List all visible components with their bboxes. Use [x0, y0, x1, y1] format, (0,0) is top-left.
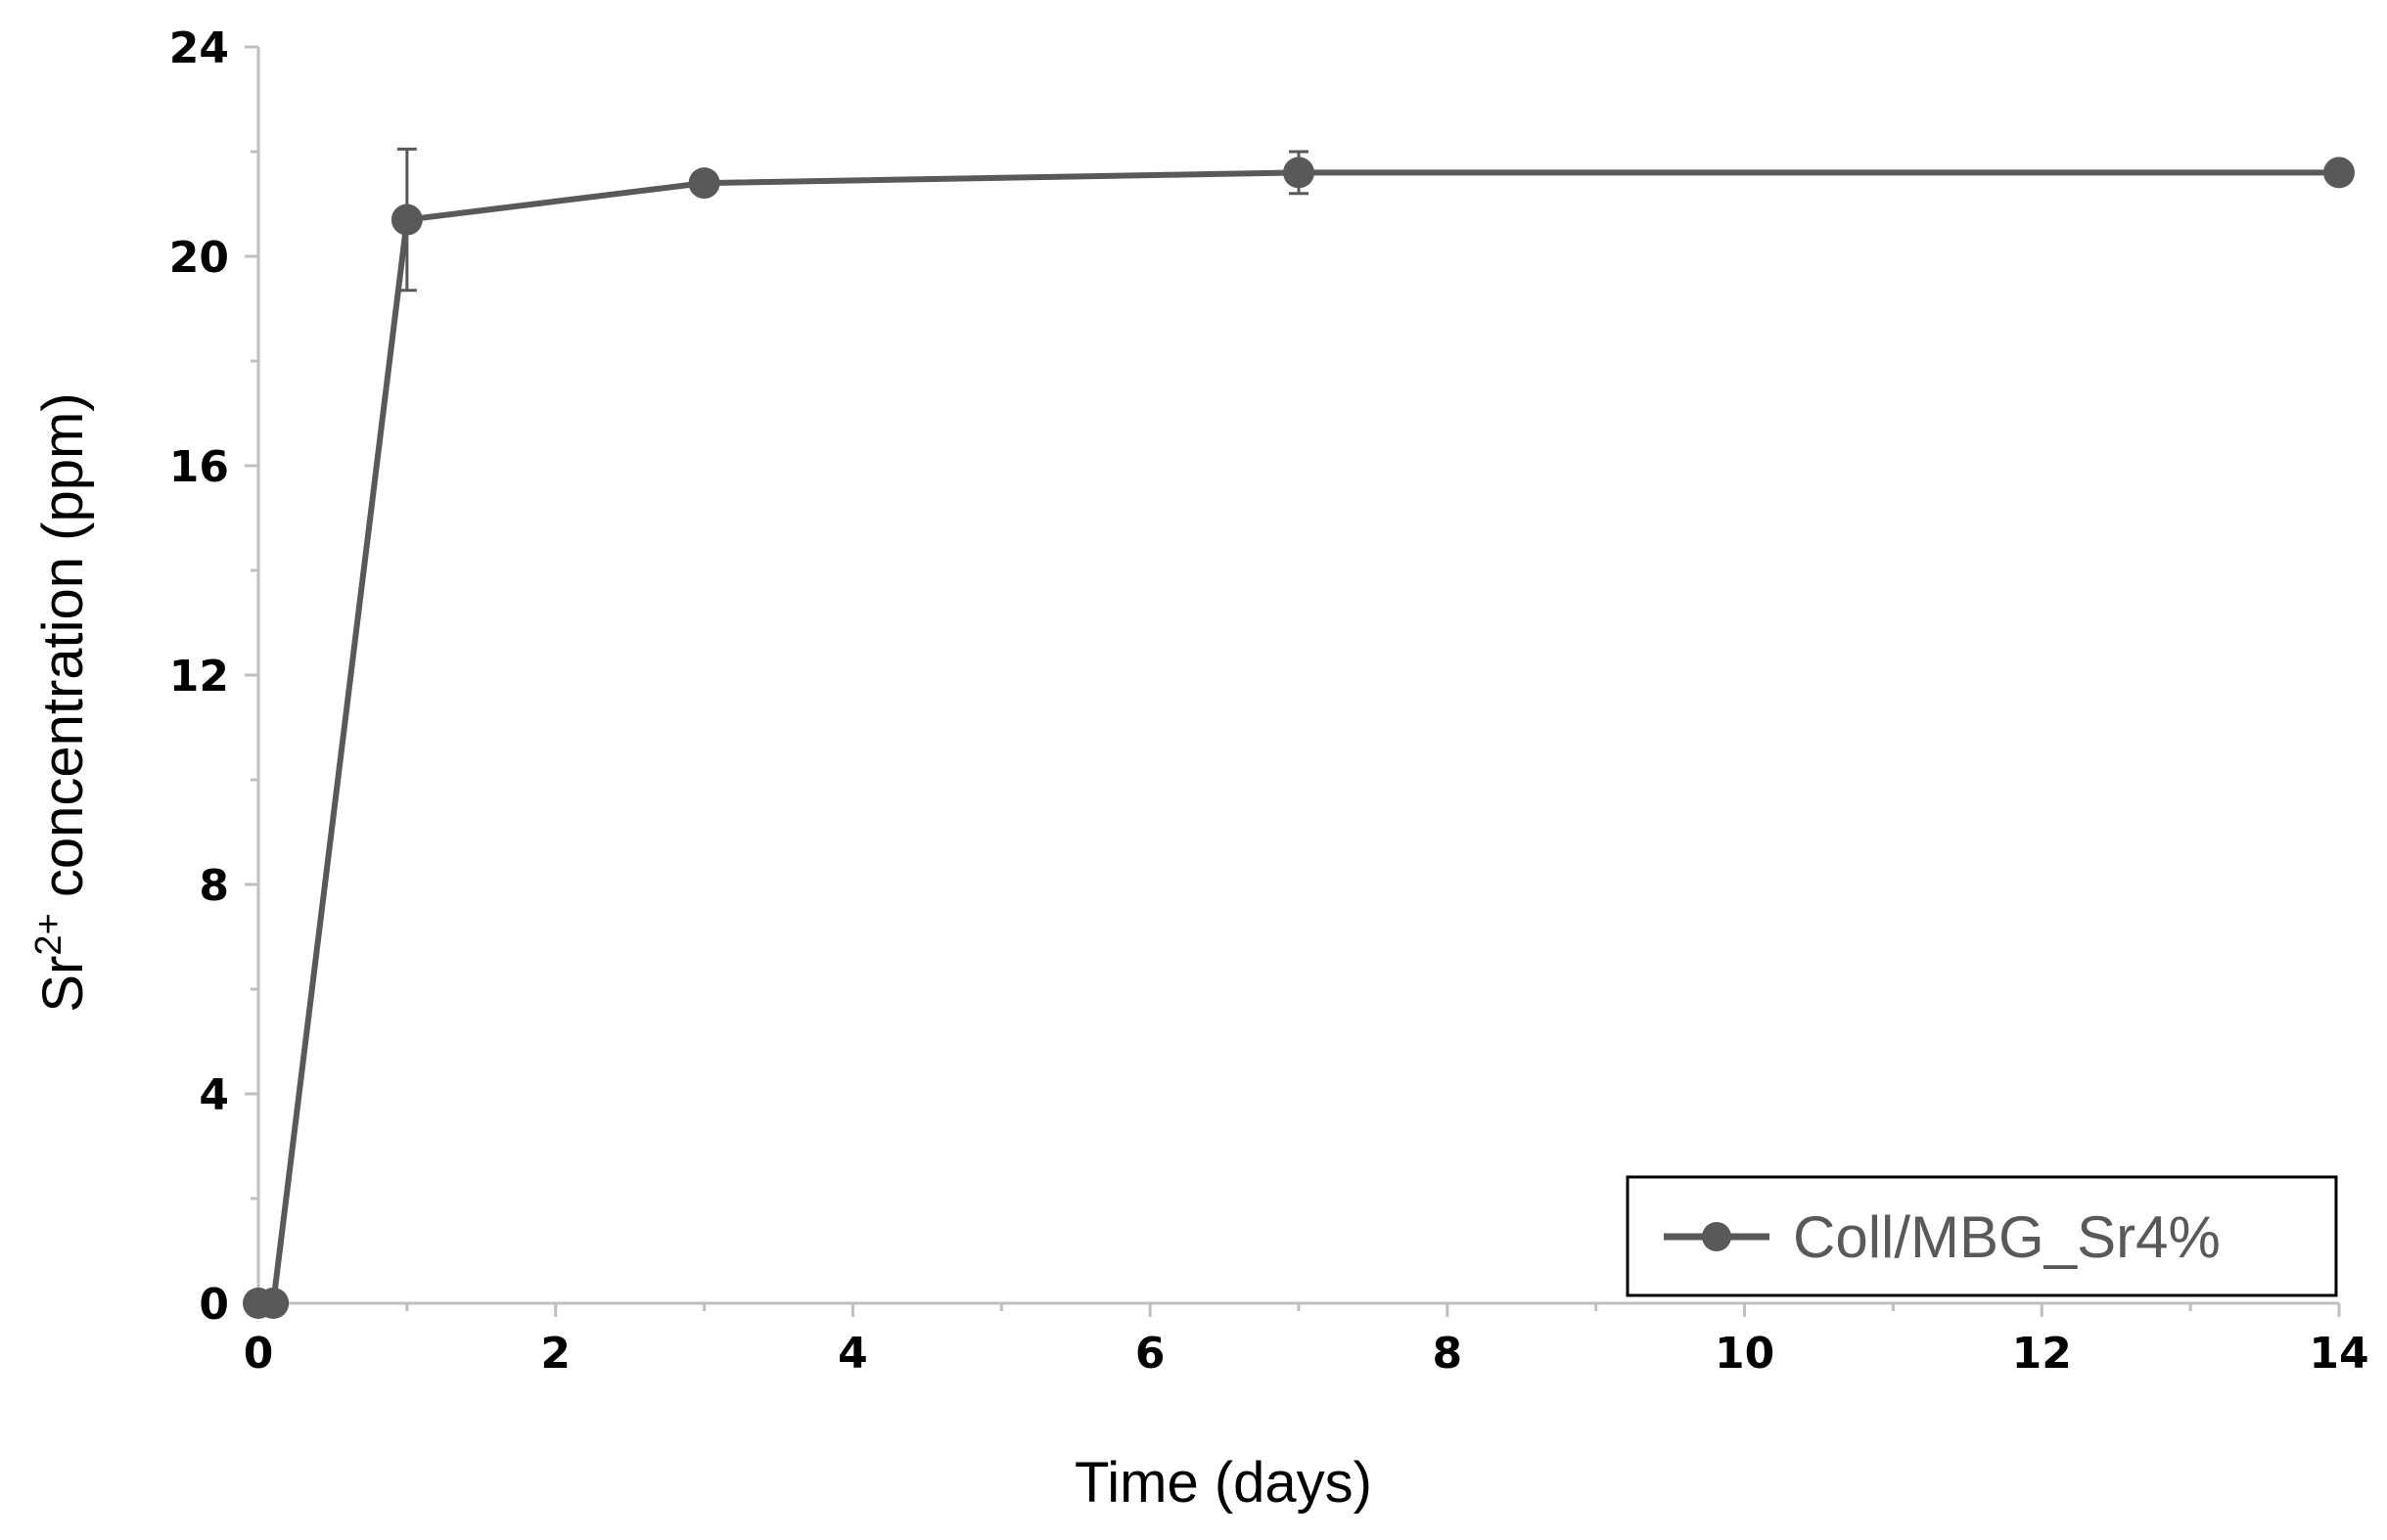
legend-label: Coll/MBG_Sr4%	[1793, 1204, 2221, 1270]
series-line	[258, 169, 2339, 1306]
legend-swatch-marker	[1702, 1222, 1731, 1251]
y-tick-label: 0	[199, 1280, 229, 1330]
axes	[256, 47, 2339, 1305]
y-axis-title-main: Sr	[31, 956, 95, 1013]
x-tick-label: 12	[2012, 1329, 2072, 1379]
x-tick-label: 14	[2309, 1329, 2368, 1379]
data-point	[2323, 157, 2355, 189]
y-tick-label: 20	[169, 233, 229, 283]
x-tick-label: 6	[1135, 1329, 1166, 1379]
y-tick-label: 24	[169, 23, 229, 73]
x-tick-label: 2	[540, 1329, 571, 1379]
y-axis-title-rest: concentration (ppm)	[31, 392, 95, 913]
data-point	[688, 167, 720, 200]
x-tick-label: 8	[1433, 1329, 1463, 1379]
y-axis-title-superscript: 2+	[28, 913, 69, 955]
y-tick-label: 8	[199, 861, 229, 911]
data-point	[257, 1288, 290, 1319]
x-tick-label: 0	[244, 1329, 274, 1379]
legend: Coll/MBG_Sr4%	[1626, 1175, 2338, 1297]
series-layer	[243, 147, 2355, 1319]
y-tick-label: 4	[199, 1070, 229, 1120]
y-tick-label: 12	[169, 652, 229, 702]
tick-marks	[245, 45, 2341, 1317]
x-tick-label: 10	[1715, 1329, 1774, 1379]
data-point	[1283, 157, 1314, 189]
x-tick-label: 4	[838, 1329, 868, 1379]
data-point	[390, 204, 423, 236]
y-tick-label: 16	[169, 442, 229, 492]
y-axis-title: Sr2+ concentration (ppm)	[28, 392, 95, 1012]
x-axis-title: Time (days)	[1075, 1451, 1372, 1515]
